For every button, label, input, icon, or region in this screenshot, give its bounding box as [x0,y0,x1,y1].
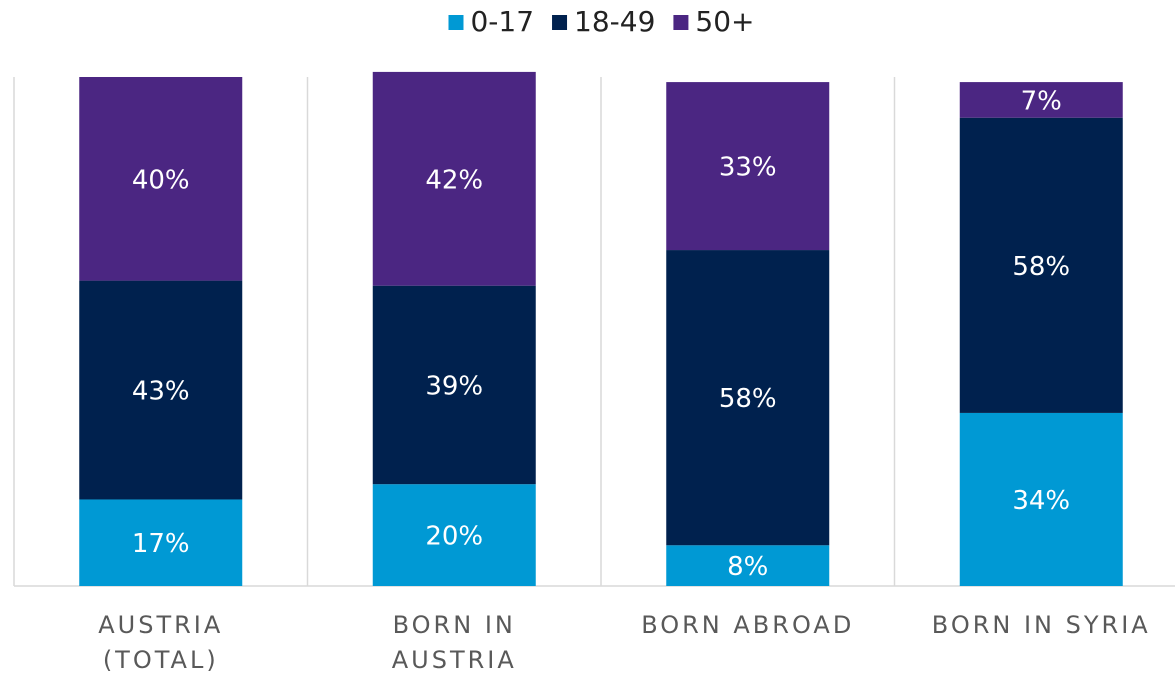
data-label: 8% [727,552,768,582]
data-label: 58% [719,384,777,414]
bar-segment [666,82,830,251]
bar-segment [79,77,243,281]
legend-item: 0-17 [448,5,534,38]
data-label: 43% [132,377,190,407]
data-label: 17% [132,529,190,559]
data-label: 7% [1021,86,1062,116]
bar-segment [372,71,536,286]
bar-segment [959,117,1123,413]
x-tick-label-line: (TOTAL) [103,646,219,674]
x-tick-label-line: AUSTRIA [392,646,517,674]
bar-segment [959,412,1123,586]
bar-segment [372,285,536,485]
bar-segment [666,545,830,586]
bar-segment [666,250,830,546]
x-tick-label: BORN IN AUSTRIA [392,611,517,674]
legend-swatch [552,15,568,30]
data-label: 40% [132,165,190,195]
bar-segment [79,499,243,586]
legend-swatch [448,15,464,30]
data-label: 33% [719,153,777,183]
data-label: 39% [425,371,483,401]
legend-label: 0-17 [470,5,534,38]
legend-label: 50+ [695,5,754,38]
legend-swatch [673,15,689,30]
legend: 0-17 18-49 50+ [448,5,755,38]
legend-label: 18-49 [574,5,655,38]
x-tick-label: AUSTRIA (TOTAL) [98,611,223,674]
data-label: 42% [425,165,483,195]
data-label: 34% [1012,486,1070,516]
bar-segment [79,280,243,500]
legend-item: 50+ [673,5,755,38]
bar-segment [959,82,1123,118]
x-tick-label: BORN IN SYRIA [932,611,1151,639]
x-tick-label: BORN ABROAD [641,611,854,639]
x-tick-label-line: BORN IN SYRIA [932,611,1151,639]
legend-item: 18-49 [552,5,655,38]
data-label: 58% [1012,252,1070,282]
x-tick-label-line: BORN IN [393,611,516,639]
data-label: 20% [425,522,483,552]
bar-segment [372,484,536,586]
x-tick-label-line: AUSTRIA [98,611,223,639]
x-tick-label-line: BORN ABROAD [641,611,854,639]
